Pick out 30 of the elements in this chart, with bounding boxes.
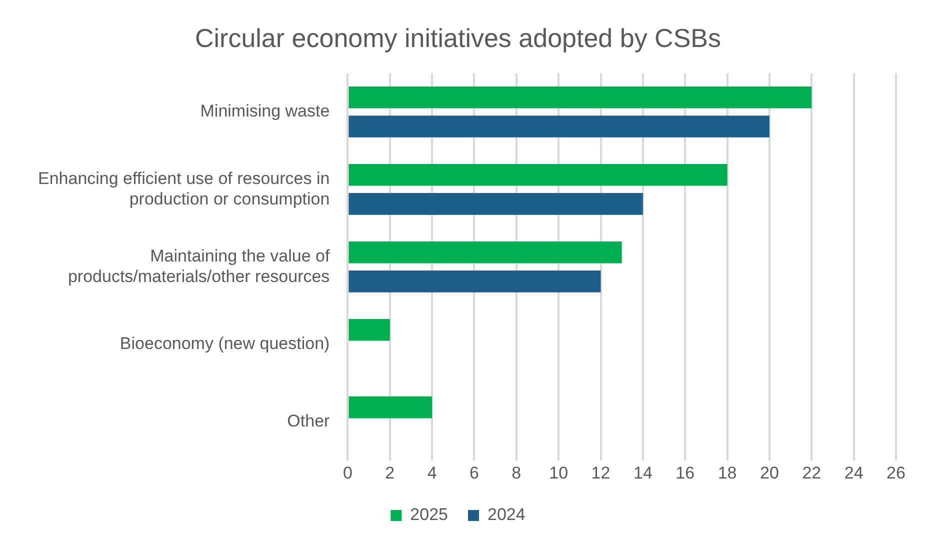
x-tick-label: 6 <box>469 463 479 482</box>
y-tick-label: Bioeconomy (new question) <box>120 334 330 354</box>
bar <box>348 318 390 341</box>
x-tick-label: 24 <box>844 463 864 482</box>
y-tick-label: Maintaining the value of products/materials/other resources <box>68 246 330 286</box>
bar <box>348 270 601 292</box>
x-tick-label: 8 <box>512 463 522 482</box>
bar <box>348 241 622 264</box>
y-tick-label: Other <box>287 412 330 431</box>
x-tick-label: 16 <box>676 463 695 482</box>
x-tick-label: 14 <box>633 463 652 482</box>
x-tick-label: 2 <box>385 463 395 482</box>
y-tick-label: Enhancing efficient use of resources in production or consumption <box>38 168 330 208</box>
x-tick-label: 20 <box>760 463 779 482</box>
x-tick-label: 12 <box>591 463 610 482</box>
legend-label: 2024 <box>488 505 526 524</box>
x-tick-label: 10 <box>549 463 568 482</box>
chart-title: Circular economy initiatives adopted by CSBs <box>194 22 722 53</box>
bar <box>348 164 728 186</box>
x-tick-label: 0 <box>342 463 352 482</box>
bar <box>348 396 432 418</box>
x-tick-label: 18 <box>718 463 737 482</box>
legend-label: 2025 <box>410 505 448 524</box>
bar <box>348 116 770 138</box>
x-tick-label: 22 <box>802 463 822 482</box>
bar <box>348 193 643 215</box>
x-tick-label: 26 <box>886 463 906 482</box>
bar <box>348 86 812 108</box>
x-tick-label: 4 <box>427 463 437 482</box>
y-tick-label: Minimising waste <box>200 102 330 121</box>
